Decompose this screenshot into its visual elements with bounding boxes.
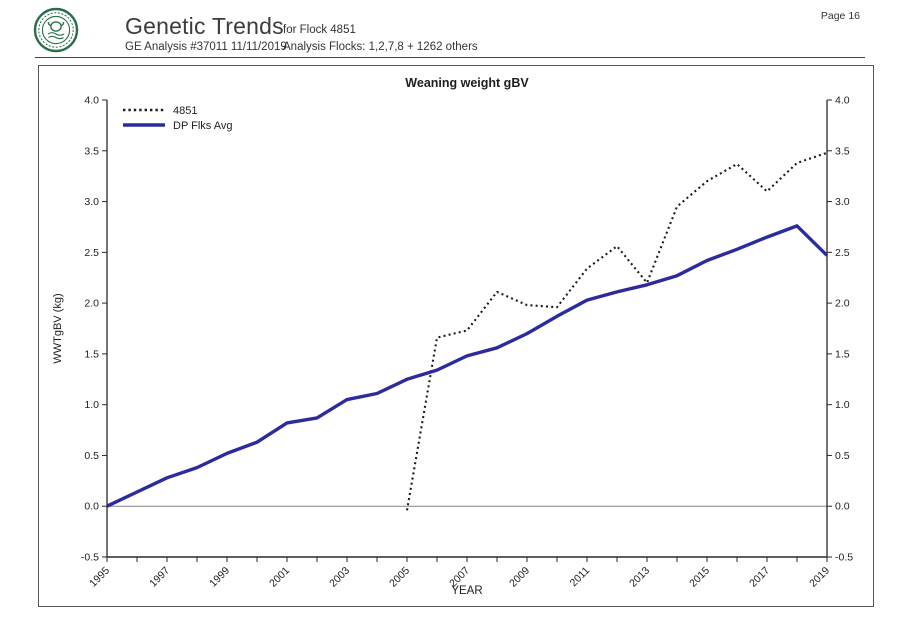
chart-title: Weaning weight gBV [405,76,529,90]
page-number: Page 16 [820,10,860,22]
y-tick-label-right: 0.5 [835,450,850,462]
sil-logo-icon [33,7,79,53]
flock-label: for Flock 4851 [283,24,356,36]
chart-frame: Weaning weight gBV -0.5 -0.5 0.0 0.0 0.5 0.5 1.… [38,65,874,607]
y-tick-label-left: 0.0 [84,501,99,513]
y-tick-label-right: 3.5 [835,145,850,157]
y-axis-title: WWTgBV (kg) [52,293,64,363]
x-tick-label: 2003 [327,565,352,590]
y-tick-label-right: 3.0 [835,196,850,208]
x-tick-label: 2017 [747,565,772,590]
y-tick-label-left: 3.0 [84,196,99,208]
y-tick-label-left: 1.0 [84,399,99,411]
analysis-flocks-label: Analysis Flocks: 1,2,7,8 + 1262 others [283,41,478,53]
x-tick-label: 2009 [507,565,532,590]
series-line-4851 [405,151,828,511]
y-tick-label-left: 0.5 [84,450,99,462]
page-title: Genetic Trends [125,13,284,39]
y-tick-label-right: 2.5 [835,247,850,259]
legend-label: DP Flks Avg [173,120,233,132]
x-tick-label: 2013 [627,565,652,590]
y-tick-label-left: 2.0 [84,298,99,310]
y-tick-label-right: -0.5 [835,552,853,564]
series-line-dp-flks-avg [106,224,829,508]
y-tick-label-left: 2.5 [84,247,99,259]
analysis-subtitle: GE Analysis #37011 11/11/2019 [125,41,287,53]
y-tick-label-right: 0.0 [835,501,850,513]
y-tick-label-right: 2.0 [835,298,850,310]
legend-label: 4851 [173,105,197,117]
y-tick-label-right: 4.0 [835,95,850,107]
y-tick-label-left: 1.5 [84,348,99,360]
x-tick-label: 2001 [267,565,292,590]
x-tick-label: 2015 [687,565,712,590]
x-tick-label: 1999 [207,565,232,590]
x-tick-label: 1995 [87,565,112,590]
x-axis-title: YEAR [451,585,482,597]
y-tick-label-right: 1.0 [835,399,850,411]
x-tick-label: 2019 [807,565,832,590]
y-tick-label-left: 4.0 [84,95,99,107]
x-tick-label: 2005 [387,565,412,590]
x-tick-label: 2011 [568,565,593,590]
y-tick-label-right: 1.5 [835,348,850,360]
weaning-weight-chart: Weaning weight gBV -0.5 -0.5 0.0 0.0 0.5 0.5 1.… [52,76,853,597]
sil-logo [33,7,79,53]
y-tick-label-left: 3.5 [84,145,99,157]
x-tick-label: 1997 [147,565,172,590]
header-divider [35,57,865,58]
y-tick-label-left: -0.5 [81,552,99,564]
